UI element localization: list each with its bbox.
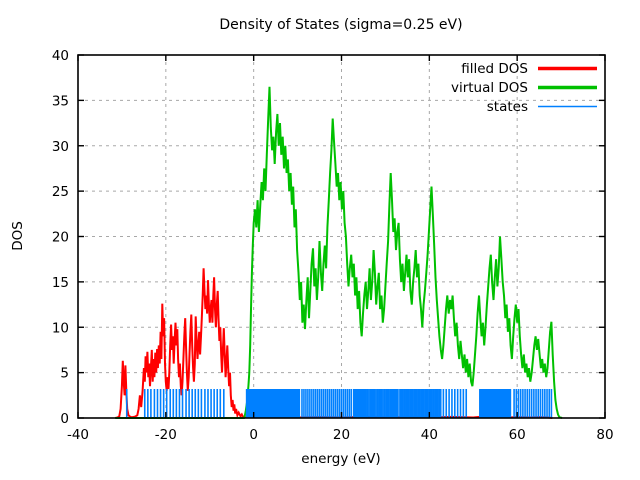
x-tick-label: 0 xyxy=(249,427,258,443)
x-tick-label: 20 xyxy=(333,427,350,443)
x-tick-label: 80 xyxy=(596,427,613,443)
legend-item-filled-dos: filled DOS xyxy=(461,61,597,77)
x-axis-label: energy (eV) xyxy=(301,451,380,467)
legend: filled DOS virtual DOS states xyxy=(451,61,597,115)
y-axis-label: DOS xyxy=(10,221,26,251)
y-tick-label: 30 xyxy=(52,139,69,155)
legend-label-states: states xyxy=(487,99,528,115)
y-tick-label: 35 xyxy=(52,93,69,109)
tick-labels: -40 -20 0 20 40 60 80 0 5 10 15 20 25 30 35 40 xyxy=(52,48,614,443)
series-curves xyxy=(115,86,563,419)
tick-marks xyxy=(77,54,606,419)
y-tick-label: 10 xyxy=(52,320,69,336)
legend-item-virtual-dos: virtual DOS xyxy=(451,80,597,96)
y-tick-label: 15 xyxy=(52,275,69,291)
legend-item-states: states xyxy=(487,99,597,115)
chart-title: Density of States (sigma=0.25 eV) xyxy=(219,17,462,33)
y-tick-label: 5 xyxy=(60,366,69,382)
curve-virtual-dos xyxy=(115,86,563,419)
x-tick-label: 60 xyxy=(509,427,526,443)
curve-filled-dos xyxy=(115,268,553,419)
x-tick-label: -20 xyxy=(155,427,177,443)
y-tick-label: 20 xyxy=(52,230,69,246)
legend-label-filled-dos: filled DOS xyxy=(461,61,528,77)
x-tick-label: -40 xyxy=(67,427,89,443)
states-impulses xyxy=(125,389,553,418)
x-tick-label: 40 xyxy=(421,427,438,443)
y-tick-label: 0 xyxy=(60,411,69,427)
y-tick-label: 40 xyxy=(52,48,69,64)
legend-label-virtual-dos: virtual DOS xyxy=(451,80,528,96)
y-tick-label: 25 xyxy=(52,184,69,200)
